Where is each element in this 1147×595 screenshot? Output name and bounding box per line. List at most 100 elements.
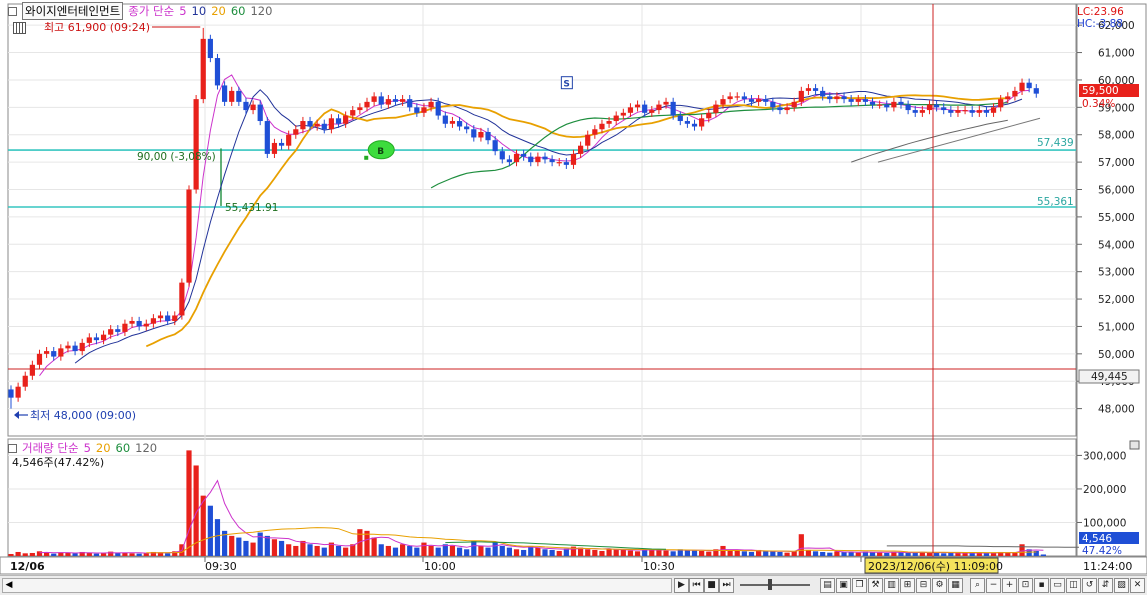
settings-icon[interactable]: ⚙ <box>932 578 947 593</box>
split-icon[interactable]: ◫ <box>1066 578 1081 593</box>
zoom-in-icon[interactable]: + <box>1002 578 1017 593</box>
candle-up <box>976 110 982 113</box>
volume-bar <box>606 548 612 556</box>
candle-up <box>250 104 256 111</box>
candle-up <box>570 153 577 165</box>
indicator-icon[interactable]: ⊞ <box>900 578 915 593</box>
current-price-change: 0.34% <box>1082 98 1115 110</box>
candle-down <box>471 129 477 138</box>
volume-bar <box>926 552 933 556</box>
tools-icon[interactable]: ⚒ <box>868 578 883 593</box>
volume-bar <box>271 539 278 556</box>
candle-up <box>891 101 897 108</box>
candle-down <box>165 315 171 321</box>
volume-bar <box>492 542 498 556</box>
volume-bar <box>513 549 520 556</box>
volume-ma-5[interactable]: 5 <box>83 441 91 455</box>
stop-icon[interactable]: ■ <box>704 578 719 593</box>
zoom-slider-handle[interactable] <box>768 579 772 590</box>
auto-scroll-icon[interactable]: ⇵ <box>1098 578 1113 593</box>
candle-up <box>15 386 21 398</box>
panel-resize-handle[interactable] <box>1129 440 1140 450</box>
scroll-left-arrow-icon[interactable]: ◀ <box>5 580 13 590</box>
horizontal-scrollbar[interactable]: ◀ <box>2 578 672 593</box>
volume-bar <box>877 552 883 556</box>
price-ma-10[interactable]: 10 <box>191 4 207 18</box>
candle-down <box>414 107 420 113</box>
scroll-right-icon[interactable]: ▶ <box>674 578 689 593</box>
reset-icon[interactable]: ↺ <box>1082 578 1097 593</box>
save-icon[interactable]: ▪ <box>1034 578 1049 593</box>
volume-bar <box>905 552 911 556</box>
candle-down <box>770 101 776 108</box>
volume-bar <box>955 552 961 556</box>
candle-down <box>862 99 868 102</box>
price-ma-60[interactable]: 60 <box>230 4 246 18</box>
first-page-icon[interactable]: ⏮ <box>689 578 704 593</box>
zoom-out-icon[interactable]: − <box>986 578 1001 593</box>
volume-bar <box>172 551 178 556</box>
volume-bar <box>563 548 569 556</box>
price-tick-label: 58,000 <box>1098 130 1135 142</box>
chart-type-icon[interactable]: ▨ <box>1114 578 1129 593</box>
candle-up <box>805 88 812 91</box>
window-icon[interactable]: ▣ <box>836 578 851 593</box>
price-tick-label: 51,000 <box>1098 321 1135 333</box>
volume-bar <box>748 551 755 556</box>
cursor-price-badge: 49,445 <box>1091 371 1128 383</box>
fit-icon[interactable]: ⊡ <box>1018 578 1033 593</box>
volume-ma-line-60 <box>445 541 667 550</box>
volume-ma-20[interactable]: 20 <box>95 441 111 455</box>
zoom-slider[interactable] <box>740 579 810 590</box>
candle-down <box>820 90 826 97</box>
price-ma-120[interactable]: 120 <box>250 4 273 18</box>
horizontal-levels <box>8 117 1076 370</box>
candle-down <box>934 104 940 108</box>
candle-down <box>1026 82 1032 89</box>
volume-ma-60[interactable]: 60 <box>115 441 131 455</box>
grid-settings-icon[interactable] <box>13 22 26 34</box>
candle-up <box>65 345 71 349</box>
volume-bar <box>585 549 591 556</box>
price-axis: 48,00049,00050,00051,00052,00053,00054,0… <box>1077 20 1135 416</box>
volume-bar <box>962 553 968 556</box>
candle-down <box>905 104 911 111</box>
volume-bar <box>919 552 925 556</box>
grid-icon[interactable]: ▦ <box>948 578 963 593</box>
candle-up <box>634 104 641 108</box>
volume-bar <box>442 544 448 556</box>
close-icon[interactable]: ✕ <box>1130 578 1145 593</box>
volume-bar <box>713 549 719 556</box>
stock-name[interactable]: 와이지엔터테인먼트 <box>22 2 124 20</box>
bar-style-icon[interactable]: ▥ <box>884 578 899 593</box>
compare-icon[interactable]: ⊟ <box>916 578 931 593</box>
candle-up <box>449 121 456 124</box>
search-icon[interactable]: ⌕ <box>970 578 985 593</box>
volume-bar <box>136 553 142 556</box>
price-tick-label: 57,000 <box>1098 157 1135 169</box>
price-ma-5[interactable]: 5 <box>179 4 187 18</box>
candle-up <box>734 96 740 98</box>
price-ma-20[interactable]: 20 <box>211 4 226 18</box>
volume-legend-toggle-box[interactable] <box>8 443 17 453</box>
cursor-price-badge-bg <box>1078 369 1140 384</box>
volume-bar <box>350 544 356 556</box>
layout-icon[interactable]: ▤ <box>820 578 835 593</box>
copy-icon[interactable]: ❐ <box>852 578 867 593</box>
price-tick-label: 59,000 <box>1098 102 1135 114</box>
candle-up <box>919 110 925 113</box>
volume-ma-120[interactable]: 120 <box>135 441 158 455</box>
candle-up <box>513 153 520 163</box>
volume-bar <box>72 553 78 556</box>
volume-bar <box>542 549 548 556</box>
candle-down <box>677 115 683 122</box>
volume-bar <box>321 547 327 556</box>
candle-down <box>243 101 249 111</box>
candle-down <box>941 107 947 111</box>
screen-icon[interactable]: ▭ <box>1050 578 1065 593</box>
last-page-icon[interactable]: ⏭ <box>719 578 734 593</box>
candle-down <box>521 153 527 157</box>
legend-toggle-box[interactable] <box>8 6 17 16</box>
candle-down <box>748 99 755 102</box>
